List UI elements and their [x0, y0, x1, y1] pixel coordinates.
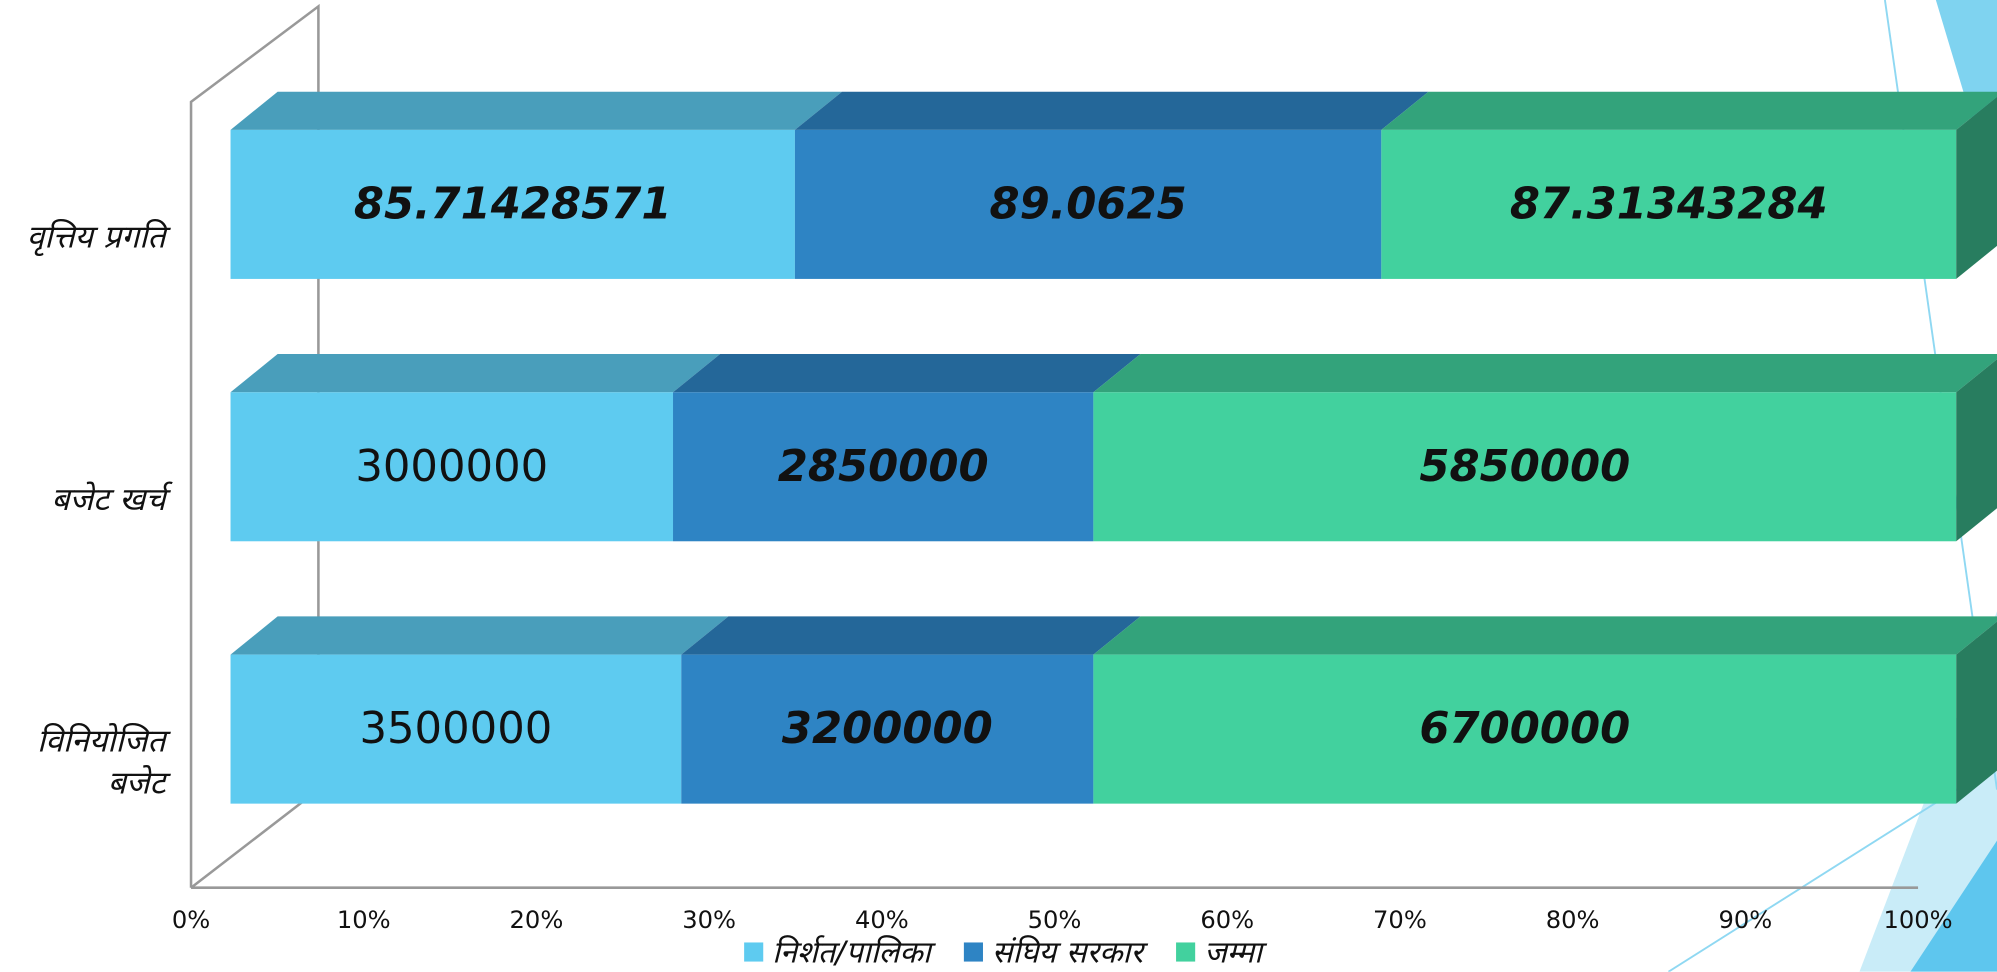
- bar: [1093, 654, 1957, 804]
- legend: निर्शत/पालिका संघिय सरकार जम्मा: [744, 934, 1268, 970]
- value-label: 87.31343284: [1510, 179, 1828, 229]
- bar: [1093, 392, 1957, 542]
- x-tick-label: 100%: [1883, 906, 1952, 934]
- legend-swatch: [963, 942, 983, 962]
- bar: [681, 654, 1094, 804]
- x-tick-label: 90%: [1718, 906, 1772, 934]
- value-label: 2850000: [778, 442, 989, 492]
- y-tick-label: विनियोजित बजेट: [36, 721, 166, 801]
- x-tick-label: 30%: [682, 906, 736, 934]
- x-tick-label: 70%: [1373, 906, 1427, 934]
- legend-label: संघिय सरकार: [992, 934, 1149, 970]
- legend-label: निर्शत/पालिका: [772, 934, 937, 970]
- legend-swatch: [1176, 942, 1196, 962]
- value-label: 6700000: [1419, 704, 1630, 754]
- value-label: 5850000: [1419, 442, 1630, 492]
- value-label: 85.71428571: [354, 179, 672, 229]
- bar-top: [230, 616, 729, 655]
- bar: [794, 129, 1382, 279]
- x-tick-label: 50%: [1028, 906, 1082, 934]
- x-tick-label: 80%: [1546, 906, 1600, 934]
- x-tick-label: 0%: [172, 906, 210, 934]
- bar-side: [1956, 96, 1997, 279]
- bar-top: [230, 91, 843, 130]
- bar-side: [1956, 621, 1997, 804]
- floor-edge: [190, 788, 320, 889]
- bar: [230, 654, 682, 804]
- y-tick-label: वृत्तिय प्रगति: [26, 217, 166, 255]
- bar: [230, 392, 674, 542]
- bar-top: [1093, 354, 1997, 393]
- bar-top: [1093, 616, 1997, 655]
- bar-top: [673, 354, 1141, 393]
- bar-top: [230, 354, 721, 393]
- bar-top: [681, 616, 1141, 655]
- y-tick-label: बजेट खर्च: [51, 480, 166, 518]
- x-tick-label: 20%: [510, 906, 564, 934]
- bar: [230, 129, 795, 279]
- bar-top: [1381, 91, 1997, 130]
- value-label: 3000000: [355, 442, 548, 492]
- x-tick-label: 10%: [337, 906, 391, 934]
- bar-top: [794, 91, 1429, 130]
- legend-swatch: [744, 942, 764, 962]
- bar: [673, 392, 1094, 542]
- bar-side: [1956, 359, 1997, 542]
- legend-label: जम्मा: [1204, 935, 1268, 970]
- bar: [1381, 129, 1957, 279]
- value-label: 89.0625: [990, 179, 1187, 229]
- x-tick-label: 60%: [1200, 906, 1254, 934]
- value-label: 3500000: [359, 704, 552, 754]
- value-label: 3200000: [782, 704, 993, 754]
- x-tick-label: 40%: [855, 906, 909, 934]
- decoration: [1910, 840, 1997, 972]
